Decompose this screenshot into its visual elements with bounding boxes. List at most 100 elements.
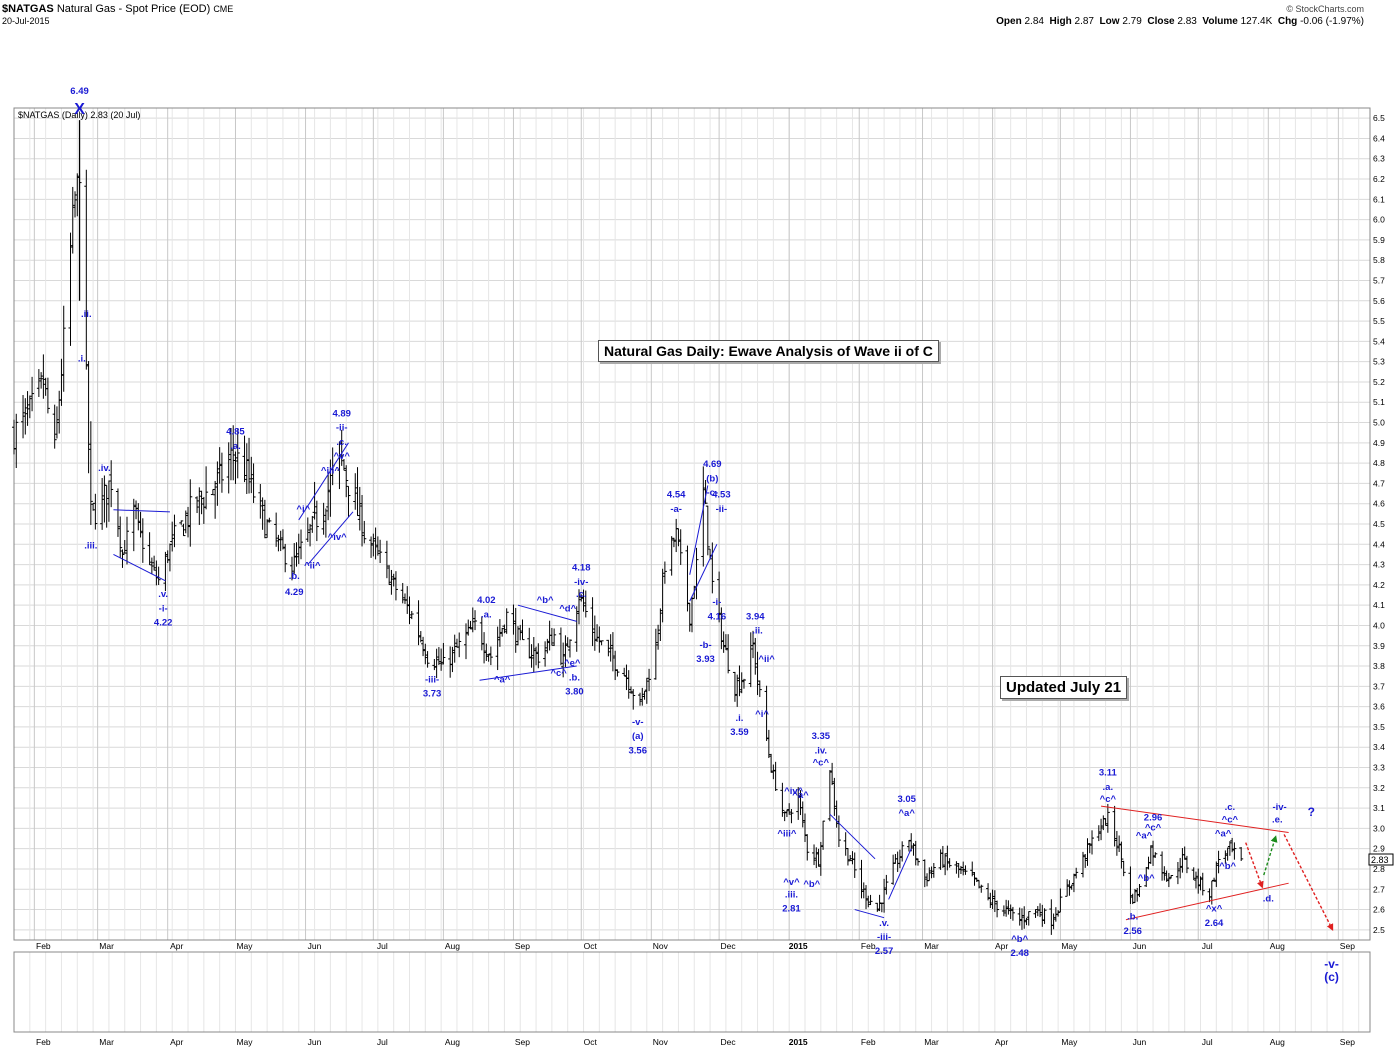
wave-label: 3.05: [897, 794, 916, 805]
exchange: CME: [213, 4, 234, 14]
wave-label: 4.54: [667, 490, 686, 501]
y-tick-label: 3.9: [1373, 641, 1385, 651]
wave-label: .ii.: [81, 309, 92, 320]
close-label: Close: [1147, 16, 1175, 27]
x-month-label: May: [1061, 941, 1078, 951]
wave-label: -v-: [632, 717, 644, 728]
wave-label: ^c^: [1222, 814, 1239, 825]
wedge2-top-line: [829, 813, 876, 860]
wave-label: 2.96: [1144, 812, 1163, 823]
wave-label: ^e^: [564, 658, 581, 669]
wave-annotations: 6.49 X .ii. .i. .iv. .iii. .v. -i- 4.22 4.85 .a. .b…: [70, 86, 1339, 984]
wave-label: 2.81: [782, 904, 801, 915]
wave-label: 4.22: [154, 617, 173, 628]
y-tick-label: 3.2: [1373, 783, 1385, 793]
high-value: 2.87: [1074, 16, 1094, 27]
wave-label: 3.11: [1099, 768, 1118, 779]
x-month-label-lower: Jun: [308, 1037, 322, 1047]
y-tick-label: 6.5: [1373, 113, 1385, 123]
y-tick-label: 6.2: [1373, 174, 1385, 184]
wave-label: .c.: [336, 437, 347, 448]
x-month-label: Sep: [1340, 941, 1355, 951]
wave-label: (b): [706, 473, 718, 484]
lower-panel-wave-label: -v-: [1324, 957, 1339, 971]
wave-label: -i-: [159, 603, 168, 614]
wave-label: 3.80: [565, 686, 584, 697]
low-value: 2.79: [1122, 16, 1142, 27]
y-tick-label: 4.8: [1373, 458, 1385, 468]
high-label: High: [1049, 16, 1072, 27]
x-month-label: Aug: [1270, 941, 1285, 951]
low-label: Low: [1099, 16, 1120, 27]
wave-label: ^a^: [792, 790, 809, 801]
y-tick-label: 3.5: [1373, 722, 1385, 732]
x-month-label-lower: Jul: [1202, 1037, 1213, 1047]
x-month-label: Jun: [308, 941, 322, 951]
wave-label: ?: [1308, 805, 1315, 819]
x-month-label: Sep: [515, 941, 530, 951]
symbol: $NATGAS: [2, 3, 54, 15]
last-price-tag-text: 2.83: [1371, 855, 1389, 865]
y-tick-label: 2.9: [1373, 844, 1385, 854]
x-month-label-lower: Apr: [995, 1037, 1008, 1047]
x-month-label-lower: Apr: [170, 1037, 183, 1047]
y-tick-label: 5.8: [1373, 255, 1385, 265]
y-tick-label: 4.7: [1373, 478, 1385, 488]
y-tick-label: 4.3: [1373, 560, 1385, 570]
x-month-label: Apr: [170, 941, 183, 951]
price-bars: [12, 120, 1244, 935]
x-month-label-lower: May: [236, 1037, 253, 1047]
wave-label: ^a^: [1136, 831, 1153, 842]
x-month-label: Feb: [861, 941, 876, 951]
last-price-tag-group: 2.83: [1368, 853, 1394, 866]
wave-label: ^c^: [813, 757, 830, 768]
x-month-label: May: [236, 941, 253, 951]
wave-label: .b.: [1127, 912, 1138, 923]
wave-label: -iv-: [1272, 802, 1286, 813]
y-tick-label: 5.9: [1373, 235, 1385, 245]
y-tick-label: 5.7: [1373, 275, 1385, 285]
x-month-label: 2015: [789, 941, 808, 951]
wave-label: ^b^: [1219, 861, 1236, 872]
channel-upper-line: [298, 442, 349, 521]
instrument-name: Natural Gas - Spot Price (EOD): [56, 3, 211, 15]
y-tick-label: 6.3: [1373, 154, 1385, 164]
wave-label: ^a^: [494, 674, 511, 685]
x-month-label-lower: May: [1061, 1037, 1078, 1047]
wave-label: 2.56: [1123, 926, 1142, 937]
x-month-label-lower: Jun: [1133, 1037, 1147, 1047]
channel-lower-line: [307, 511, 354, 565]
x-month-label: Jul: [377, 941, 388, 951]
y-tick-label: 5.5: [1373, 316, 1385, 326]
panel-label: $NATGAS (Daily) 2.83 (20 Jul): [18, 110, 140, 120]
wave-label: 6.49: [70, 86, 89, 97]
wave-label: ^c^: [1145, 822, 1162, 833]
wave-b-line-1: [689, 485, 709, 575]
x-month-label-lower: 2015: [789, 1037, 808, 1047]
wave-label: ^ii^: [304, 561, 321, 572]
x-month-label-lower: Aug: [445, 1037, 460, 1047]
wave-label: ^iv^: [784, 786, 803, 797]
grid: [13, 108, 1370, 1032]
wave-label: 4.16: [708, 611, 727, 622]
wave-label: ^iii^: [321, 465, 340, 476]
y-tick-label: 5.2: [1373, 377, 1385, 387]
y-tick-label: 5.6: [1373, 296, 1385, 306]
y-tick-label: 2.5: [1373, 925, 1385, 935]
x-month-label-lower: Sep: [1340, 1037, 1355, 1047]
wave-label: ^b^: [537, 595, 554, 606]
wave-label: .b.: [569, 672, 580, 683]
wave-label: -iii-: [877, 932, 891, 943]
wave-label: -ii-: [716, 504, 728, 515]
wave-label: .iv.: [98, 463, 111, 474]
wave-label: .i.: [78, 354, 86, 365]
wave-label: -a-: [670, 504, 682, 515]
wave-label: 2.57: [875, 946, 894, 957]
wave-label: ^v^: [334, 451, 351, 462]
y-tick-label: 3.4: [1373, 742, 1385, 752]
x-month-label: Nov: [653, 941, 669, 951]
last-price-tag: [1368, 853, 1394, 866]
wave-label: ^b^: [803, 879, 820, 890]
y-tick-label: 4.4: [1373, 539, 1385, 549]
y-tick-label: 5.0: [1373, 418, 1385, 428]
